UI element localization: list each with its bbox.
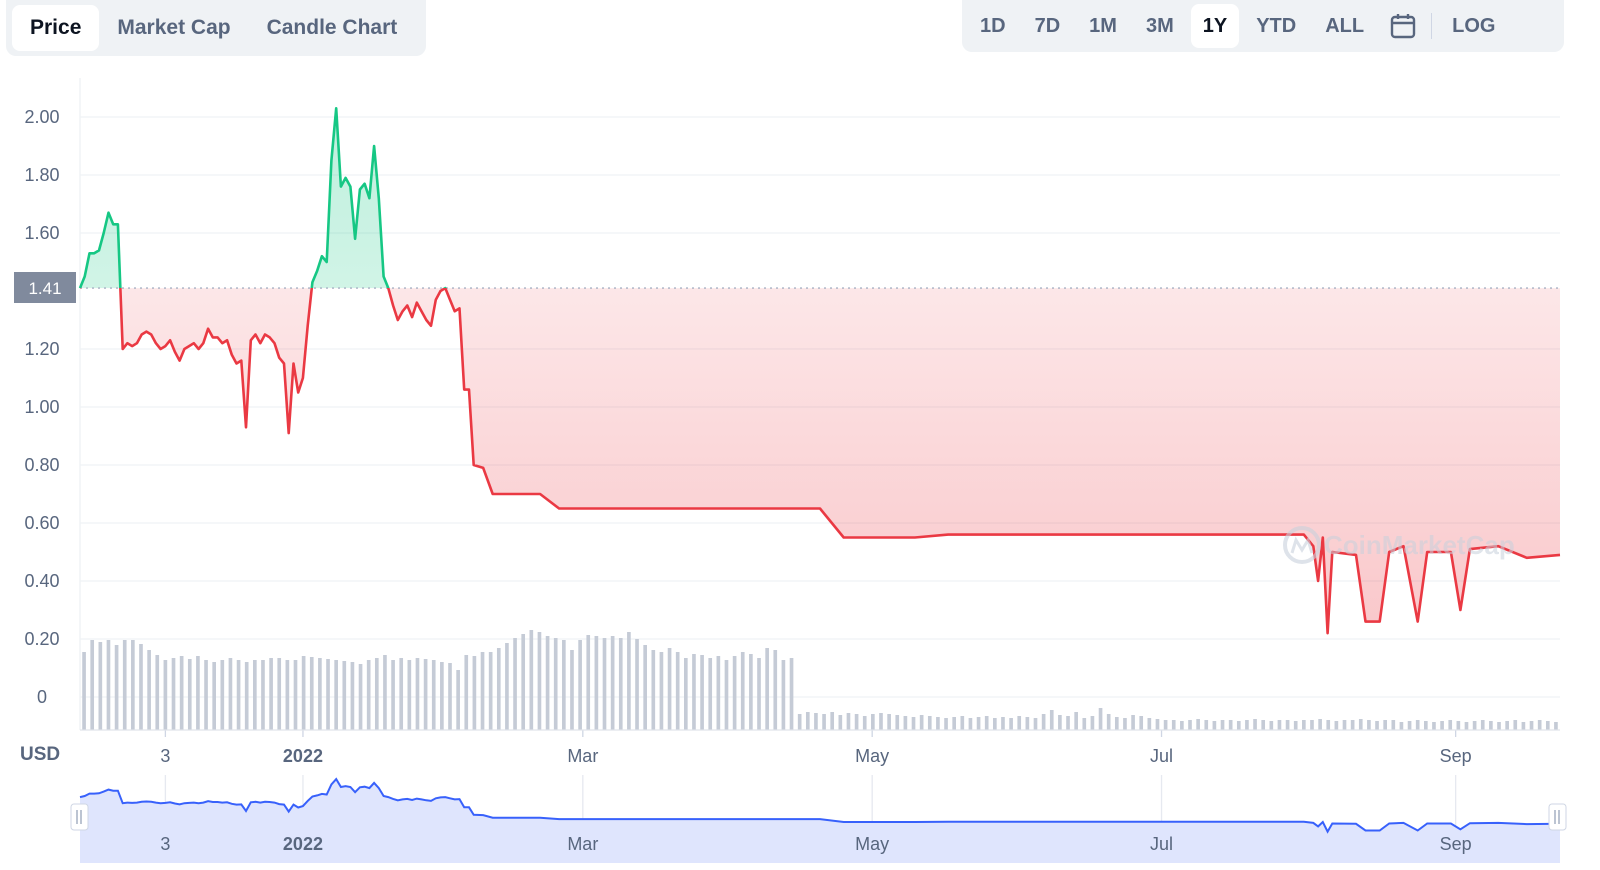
tab-market-cap[interactable]: Market Cap [117,16,231,39]
watermark: CoinMarketCap [1283,526,1515,564]
price-line-up [78,107,447,288]
tab-price[interactable]: Price [12,5,100,51]
range-1y[interactable]: 1Y [1190,4,1240,48]
navigator-tick-label: May [855,834,889,854]
navigator-tick-label: Jul [1150,834,1173,854]
range-3m[interactable]: 3M [1145,14,1174,37]
navigator-left-handle[interactable] [70,803,89,831]
coinmarketcap-logo [1283,526,1321,564]
time-range-selector: 1D 7D 1M 3M 1Y YTD ALL LOG [962,0,1564,52]
y-tick-label: 0.60 [24,513,59,533]
y-axis: 0 0.20 0.40 0.60 0.80 1.00 1.20 1.60 1.80 2.00 [24,107,59,707]
x-tick-label: May [855,746,889,766]
watermark-text: CoinMarketCap [1324,530,1515,560]
area-below-reference [80,288,1560,634]
y-tick-label: 1.80 [24,165,59,185]
navigator-tick-label: 3 [160,834,170,854]
tab-candle-chart[interactable]: Candle Chart [266,16,398,39]
calendar-icon[interactable] [1381,4,1425,48]
price-lines [78,107,1561,635]
y-tick-label: 1.20 [24,339,59,359]
price-line-down [79,288,1561,635]
range-ytd[interactable]: YTD [1256,14,1297,37]
y-tick-label: 0 [37,687,47,707]
current-price-label: 1.41 [14,272,76,303]
x-tick-label: 2022 [283,746,323,766]
price-area-fill [80,108,1560,634]
y-tick-label: 1.00 [24,397,59,417]
x-tick-label: Sep [1440,746,1472,766]
y-tick-label: 0.80 [24,455,59,475]
area-above-reference [80,108,389,288]
volume-bars [82,630,1558,730]
x-tick-label: Jul [1150,746,1173,766]
range-1d[interactable]: 1D [980,14,1006,37]
y-tick-label: 0.20 [24,629,59,649]
chart-type-tabs: Price Market Cap Candle Chart [6,0,426,56]
log-scale-toggle[interactable]: LOG [1452,14,1496,37]
range-navigator[interactable]: 3 2022 Mar May Jul Sep [70,775,1567,863]
currency-label: USD [20,744,60,765]
x-tick-label: 3 [160,746,170,766]
navigator-right-handle[interactable] [1548,803,1567,831]
range-all[interactable]: ALL [1325,14,1365,37]
navigator-tick-label: Sep [1440,834,1472,854]
y-tick-label: 1.60 [24,223,59,243]
range-1m[interactable]: 1M [1089,14,1117,37]
y-tick-label: 0.40 [24,571,59,591]
x-tick-label: Mar [567,746,598,766]
x-axis: 3 2022 Mar May Jul Sep [80,729,1560,766]
toolbar-divider [1431,13,1433,39]
navigator-tick-label: 2022 [283,834,323,854]
range-7d[interactable]: 7D [1034,14,1061,37]
current-price-value: 1.41 [28,279,61,298]
navigator-tick-label: Mar [567,834,598,854]
y-tick-label: 2.00 [24,107,59,127]
